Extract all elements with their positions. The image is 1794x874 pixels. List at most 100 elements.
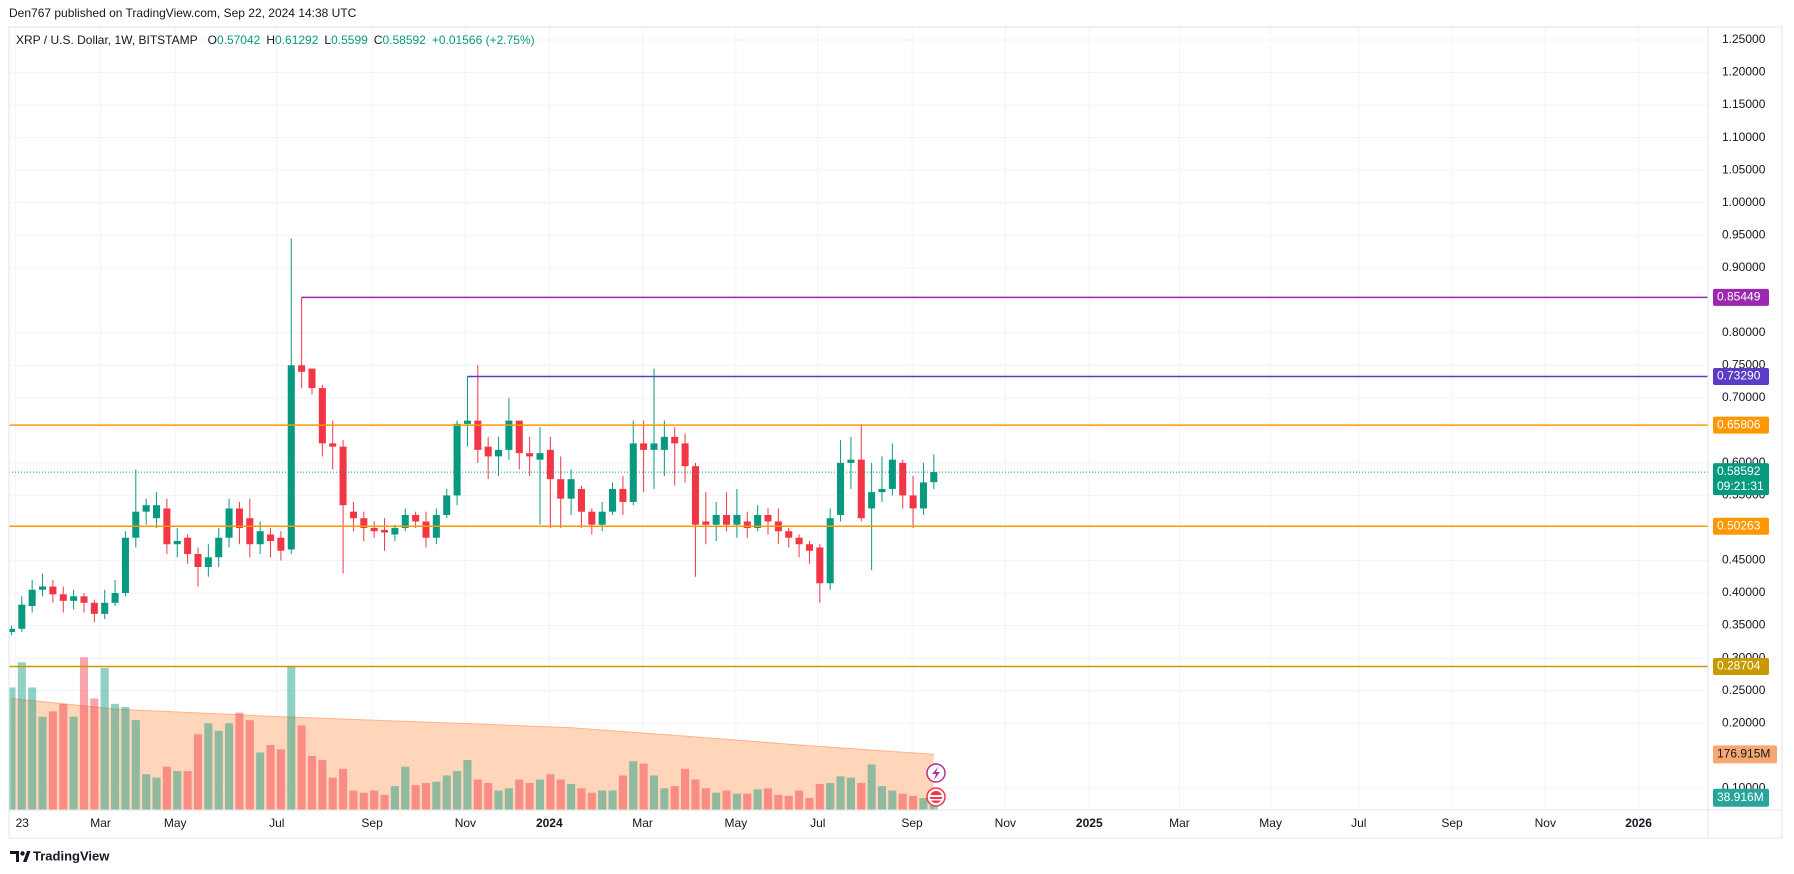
volume-bar: [432, 781, 441, 810]
volume-bar: [121, 706, 130, 810]
volume-bar: [142, 774, 151, 810]
x-tick-label: Nov: [995, 816, 1016, 830]
candle-body: [660, 436, 668, 450]
x-tick-label: May: [725, 816, 748, 830]
legend-letter: C: [374, 33, 383, 47]
candle-body: [308, 368, 316, 389]
volume-bar: [183, 771, 192, 810]
volume-bar: [805, 798, 814, 810]
candle-body: [930, 472, 938, 483]
candle-body: [857, 459, 865, 519]
x-tick-label: Sep: [361, 816, 383, 830]
y-tick-label: 1.05000: [1722, 162, 1766, 176]
candle-body: [733, 514, 741, 525]
levels: [9, 296, 1708, 668]
volume-bar: [649, 775, 659, 810]
level-badge: [1713, 288, 1769, 306]
volume-bar: [370, 790, 379, 810]
legend-change: +0.01566 (+2.75%): [432, 33, 535, 47]
volume-bar: [670, 786, 679, 810]
candle-body: [49, 586, 57, 595]
candle-body: [360, 518, 368, 528]
volume-bar: [162, 766, 171, 810]
candle-body: [805, 544, 813, 551]
volume-bar: [131, 720, 140, 810]
volume-bar: [525, 782, 534, 810]
candle-body: [557, 479, 565, 499]
candle-body: [888, 459, 896, 489]
candle-body: [785, 531, 793, 538]
candle-body: [401, 514, 409, 528]
candle-body: [546, 449, 554, 480]
y-tick-label: 0.70000: [1722, 390, 1766, 404]
volume-bar: [836, 776, 845, 810]
candle-body: [899, 462, 907, 496]
volume-bar: [909, 795, 918, 810]
candle-body: [484, 446, 492, 457]
candle-body: [215, 537, 223, 558]
candle-body: [111, 593, 119, 603]
candle-body: [246, 518, 254, 545]
candle-body: [101, 602, 109, 614]
legend-symbol: XRP / U.S. Dollar, 1W, BITSTAMP: [16, 33, 198, 47]
volume-bar: [442, 775, 451, 810]
candle-body: [909, 495, 917, 509]
legend-letter: O: [208, 33, 217, 47]
x-tick-label: Nov: [455, 816, 476, 830]
volume-bar: [339, 768, 348, 810]
y-tick-label: 0.25000: [1722, 683, 1766, 697]
volume-ma-area: [11, 698, 934, 810]
candle-body: [298, 365, 306, 372]
volume-bar: [48, 711, 57, 810]
candle-body: [868, 492, 876, 509]
candle-body: [816, 547, 824, 584]
candle-body: [9, 628, 15, 633]
candle-body: [577, 488, 585, 512]
volume-bar: [349, 790, 358, 810]
candle-body: [691, 466, 699, 525]
volume-bar: [28, 687, 37, 810]
x-tick-label: Mar: [90, 816, 111, 830]
level-badge-text: 0.73290: [1717, 369, 1761, 383]
candle-body: [256, 531, 264, 545]
volume-bar: [307, 755, 317, 810]
candle-body: [90, 602, 98, 614]
x-tick-label: Jul: [269, 816, 284, 830]
volume-bar: [390, 786, 399, 810]
y-tick-label: 1.10000: [1722, 130, 1766, 144]
candle-body: [318, 388, 326, 444]
volume-bar: [598, 790, 607, 810]
candle-body: [225, 508, 233, 538]
legend-value: 0.58592: [382, 33, 426, 47]
level-badge: [1713, 416, 1769, 434]
candle-body: [795, 537, 803, 545]
volume-bar: [359, 792, 368, 810]
volume-bar: [826, 782, 835, 810]
volume-bar: [297, 725, 306, 810]
candle-body: [567, 479, 575, 499]
volume-bar: [618, 775, 627, 810]
candle-body: [235, 508, 243, 528]
volume-bar: [877, 786, 887, 810]
volume-bar: [401, 766, 410, 810]
candle-body: [702, 521, 710, 525]
volume-bar: [567, 783, 576, 810]
y-tick-label: 0.40000: [1722, 585, 1766, 599]
candle-body: [712, 514, 720, 525]
footer-logo: TradingView: [10, 848, 110, 863]
candle-body: [173, 540, 181, 545]
legend-value: 0.57042: [217, 33, 261, 47]
candle-body: [515, 420, 523, 454]
y-tick-label: 0.35000: [1722, 618, 1766, 632]
current-price-badge: [1713, 463, 1769, 496]
volume-bar: [214, 730, 223, 810]
y-tick-label: 0.45000: [1722, 553, 1766, 567]
volume-bar: [17, 662, 26, 810]
volume-pane: [9, 657, 938, 810]
volume-bar: [484, 782, 493, 810]
volume-bar: [173, 771, 182, 810]
volume-badge: [1713, 788, 1769, 807]
candle-body: [391, 527, 399, 535]
volume-bar: [712, 792, 721, 810]
current-price-text: 0.58592: [1717, 464, 1761, 478]
